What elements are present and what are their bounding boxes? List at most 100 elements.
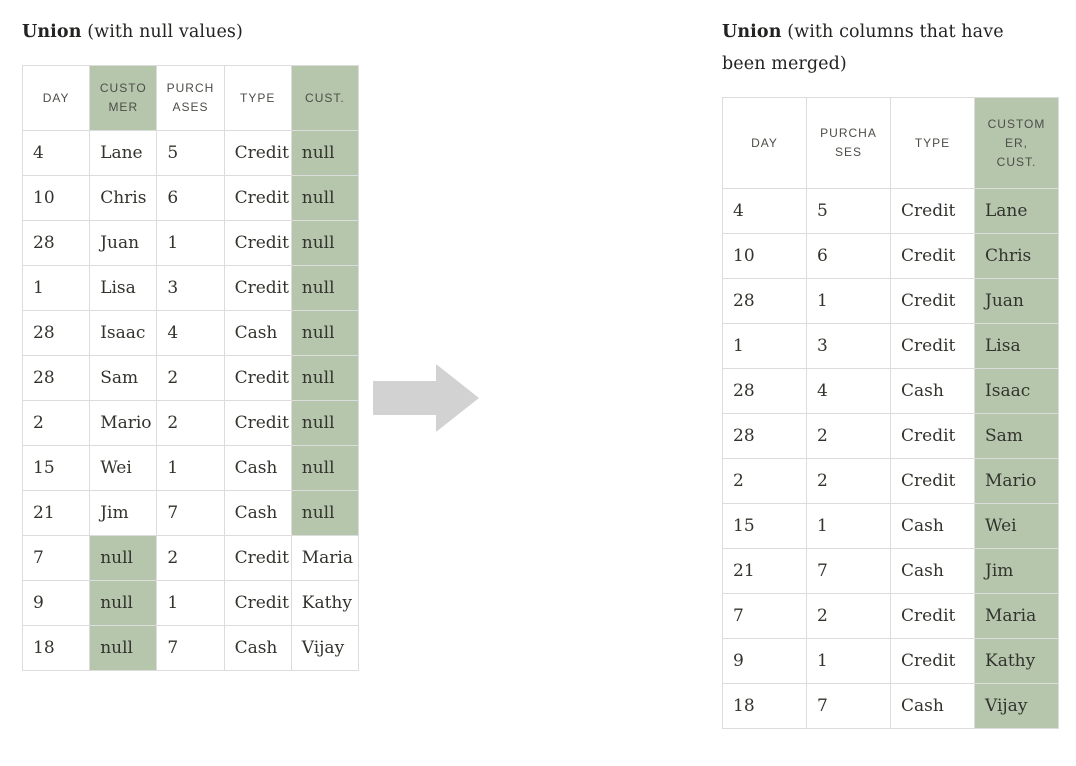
column-header: CUSTOM ER, CUST. — [974, 97, 1059, 189]
table-cell: 9 — [21, 580, 91, 626]
table-cell: Credit — [223, 535, 292, 581]
table-cell: 21 — [21, 490, 91, 536]
table-row: 21 Jim 7 Cash null — [21, 490, 360, 536]
right-figure-title: Union (with columns that have been merge… — [722, 16, 1052, 80]
table-cell: null — [290, 220, 360, 266]
right-title-keyword: Union — [722, 22, 782, 42]
table-row: 28 Isaac 4 Cash null — [21, 310, 360, 356]
table-cell: Sam — [89, 355, 158, 401]
table-cell: null — [290, 175, 360, 221]
table-cell: 2 — [722, 458, 807, 504]
table-row: 7 null 2 Credit Maria — [21, 535, 360, 581]
table-cell: 6 — [156, 175, 225, 221]
table-cell: 2 — [806, 593, 891, 639]
table-cell: 28 — [21, 220, 91, 266]
table-cell: 3 — [806, 323, 891, 369]
table-cell: null — [89, 625, 158, 671]
table-cell: Credit — [223, 400, 292, 446]
table-row: 28 2 Credit Sam — [722, 413, 1059, 459]
table-cell: 10 — [722, 233, 807, 279]
table-cell: Sam — [974, 413, 1059, 459]
table-cell: null — [89, 535, 158, 581]
table-cell: null — [290, 490, 360, 536]
table-cell: 15 — [722, 503, 807, 549]
header-row: DAY PURCHA SES TYPE CUSTOM ER, CUST. — [722, 97, 1059, 189]
table-cell: 1 — [156, 220, 225, 266]
column-header: CUSTO MER — [89, 65, 158, 131]
table-row: 4 Lane 5 Credit null — [21, 130, 360, 176]
table-cell: Credit — [890, 413, 975, 459]
table-cell: Cash — [223, 445, 292, 491]
table-cell: 18 — [21, 625, 91, 671]
table-cell: Credit — [223, 355, 292, 401]
table-cell: null — [290, 265, 360, 311]
table-row: 28 Sam 2 Credit null — [21, 355, 360, 401]
left-figure-title: Union (with null values) — [22, 16, 422, 48]
table-row: 4 5 Credit Lane — [722, 188, 1059, 234]
table-cell: Juan — [89, 220, 158, 266]
table-cell: null — [290, 310, 360, 356]
table-row: 9 null 1 Credit Kathy — [21, 580, 360, 626]
table-cell: Cash — [223, 490, 292, 536]
left-title-rest: (with null values) — [81, 22, 243, 42]
column-header: TYPE — [223, 65, 292, 131]
table-cell: 2 — [156, 355, 225, 401]
table-cell: null — [290, 400, 360, 446]
table-cell: Credit — [890, 638, 975, 684]
table-cell: 1 — [722, 323, 807, 369]
table-cell: null — [290, 445, 360, 491]
table-row: 7 2 Credit Maria — [722, 593, 1059, 639]
table-cell: Cash — [223, 625, 292, 671]
table-cell: Lisa — [89, 265, 158, 311]
table-cell: 28 — [722, 368, 807, 414]
table-cell: 7 — [806, 548, 891, 594]
table-cell: Isaac — [89, 310, 158, 356]
union-null-values-table: DAY CUSTO MER PURCH ASES TYPE CUST. 4 Lane 5 Credi… — [21, 65, 360, 671]
table-cell: Cash — [223, 310, 292, 356]
table-cell: 2 — [806, 413, 891, 459]
table-cell: 4 — [156, 310, 225, 356]
table-cell: Credit — [223, 580, 292, 626]
table-cell: 9 — [722, 638, 807, 684]
table-cell: Credit — [890, 458, 975, 504]
column-header: DAY — [21, 65, 91, 131]
table-cell: Credit — [223, 220, 292, 266]
table-cell: 4 — [722, 188, 807, 234]
table-cell: 1 — [156, 580, 225, 626]
table-cell: Vijay — [290, 625, 360, 671]
table-cell: 1 — [806, 638, 891, 684]
table-cell: 28 — [722, 278, 807, 324]
column-header: DAY — [722, 97, 807, 189]
header-row: DAY CUSTO MER PURCH ASES TYPE CUST. — [21, 65, 360, 131]
table-cell: Credit — [890, 278, 975, 324]
table-cell: 7 — [21, 535, 91, 581]
table-cell: 7 — [806, 683, 891, 729]
table-cell: 7 — [156, 490, 225, 536]
arrow-right-icon — [373, 364, 479, 432]
table-row: 18 null 7 Cash Vijay — [21, 625, 360, 671]
table-cell: 21 — [722, 548, 807, 594]
right-title-rest: (with columns that have been merged) — [722, 22, 1004, 74]
table-cell: Jim — [89, 490, 158, 536]
table-cell: null — [290, 130, 360, 176]
table-cell: Isaac — [974, 368, 1059, 414]
table-row: 15 1 Cash Wei — [722, 503, 1059, 549]
table-row: 2 2 Credit Mario — [722, 458, 1059, 504]
table-row: 21 7 Cash Jim — [722, 548, 1059, 594]
table-row: 15 Wei 1 Cash null — [21, 445, 360, 491]
table-cell: Vijay — [974, 683, 1059, 729]
table-cell: Credit — [890, 593, 975, 639]
table-row: 9 1 Credit Kathy — [722, 638, 1059, 684]
left-title-keyword: Union — [22, 22, 82, 42]
table-cell: Maria — [974, 593, 1059, 639]
table-cell: Kathy — [290, 580, 360, 626]
table-cell: Chris — [89, 175, 158, 221]
table-cell: Credit — [223, 175, 292, 221]
table-cell: Credit — [890, 233, 975, 279]
table-cell: 1 — [21, 265, 91, 311]
table-row: 1 3 Credit Lisa — [722, 323, 1059, 369]
table-cell: Lane — [89, 130, 158, 176]
table-cell: Lisa — [974, 323, 1059, 369]
table-cell: 28 — [21, 355, 91, 401]
